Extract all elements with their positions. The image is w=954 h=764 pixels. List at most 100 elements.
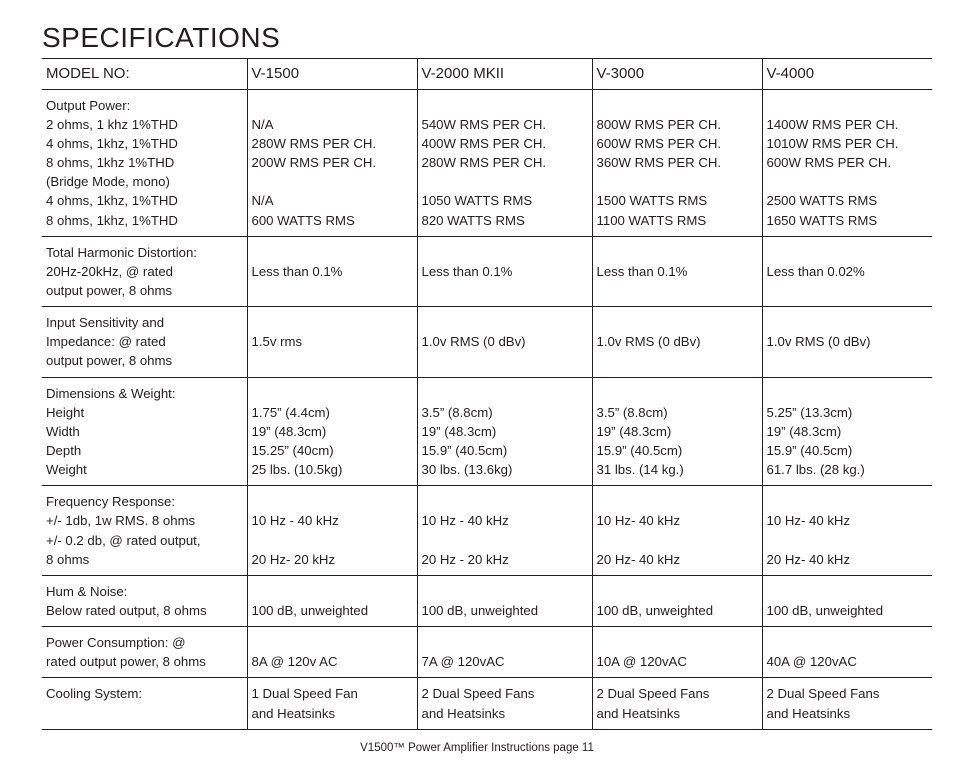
row-value: 20 Hz- 40 kHz: [762, 550, 932, 576]
row-value: [592, 627, 762, 653]
row-value: 15.9” (40.5cm): [592, 441, 762, 460]
row-value: [592, 281, 762, 307]
row-value: [417, 307, 592, 333]
row-value: 1.0v RMS (0 dBv): [417, 332, 592, 351]
row-value: 19” (48.3cm): [592, 422, 762, 441]
row-value: 10 Hz - 40 kHz: [417, 511, 592, 530]
row-value: 8A @ 120v AC: [247, 652, 417, 678]
row-label: Power Consumption: @: [42, 627, 247, 653]
row-label: Width: [42, 422, 247, 441]
row-value: [592, 307, 762, 333]
row-value: 280W RMS PER CH.: [247, 134, 417, 153]
spec-table: MODEL NO: V-1500 V-2000 MKII V-3000 V-40…: [42, 58, 932, 730]
row-value: 3.5” (8.8cm): [592, 403, 762, 422]
table-row: rated output power, 8 ohms8A @ 120v AC7A…: [42, 652, 932, 678]
row-value: 100 dB, unweighted: [247, 601, 417, 627]
table-row: Frequency Response:: [42, 486, 932, 512]
row-value: [247, 172, 417, 191]
row-label: +/- 0.2 db, @ rated output,: [42, 531, 247, 550]
row-value: [417, 89, 592, 115]
row-value: 1 Dual Speed Fan: [247, 678, 417, 704]
row-label: +/- 1db, 1w RMS. 8 ohms: [42, 511, 247, 530]
row-value: 1050 WATTS RMS: [417, 191, 592, 210]
row-value: 400W RMS PER CH.: [417, 134, 592, 153]
row-value: and Heatsinks: [592, 704, 762, 730]
row-label: Hum & Noise:: [42, 575, 247, 601]
page-title: SPECIFICATIONS: [42, 22, 912, 54]
row-value: Less than 0.02%: [762, 262, 932, 281]
row-value: 1500 WATTS RMS: [592, 191, 762, 210]
row-value: Less than 0.1%: [247, 262, 417, 281]
row-label: 20Hz-20kHz, @ rated: [42, 262, 247, 281]
row-value: [417, 575, 592, 601]
row-value: [592, 575, 762, 601]
row-value: 19” (48.3cm): [247, 422, 417, 441]
row-label: rated output power, 8 ohms: [42, 652, 247, 678]
table-row: Total Harmonic Distortion:: [42, 236, 932, 262]
row-value: [417, 236, 592, 262]
table-row: Depth15.25” (40cm)15.9” (40.5cm)15.9” (4…: [42, 441, 932, 460]
row-value: 540W RMS PER CH.: [417, 115, 592, 134]
row-value: 7A @ 120vAC: [417, 652, 592, 678]
row-value: [247, 236, 417, 262]
row-value: [247, 531, 417, 550]
row-value: Less than 0.1%: [592, 262, 762, 281]
table-header-row: MODEL NO: V-1500 V-2000 MKII V-3000 V-40…: [42, 59, 932, 90]
table-row: (Bridge Mode, mono): [42, 172, 932, 191]
row-value: 2500 WATTS RMS: [762, 191, 932, 210]
row-value: [417, 486, 592, 512]
row-value: [762, 531, 932, 550]
row-value: 100 dB, unweighted: [762, 601, 932, 627]
row-value: [592, 486, 762, 512]
row-value: 1.0v RMS (0 dBv): [592, 332, 762, 351]
row-value: 20 Hz- 20 kHz: [247, 550, 417, 576]
row-label: 8 ohms: [42, 550, 247, 576]
row-value: 19” (48.3cm): [762, 422, 932, 441]
row-value: [247, 575, 417, 601]
row-value: 20 Hz- 40 kHz: [592, 550, 762, 576]
row-label: Input Sensitivity and: [42, 307, 247, 333]
table-row: Input Sensitivity and: [42, 307, 932, 333]
row-label: Frequency Response:: [42, 486, 247, 512]
row-value: Less than 0.1%: [417, 262, 592, 281]
row-value: [417, 627, 592, 653]
row-value: 15.9” (40.5cm): [417, 441, 592, 460]
row-label: 4 ohms, 1khz, 1%THD: [42, 134, 247, 153]
row-value: 15.9” (40.5cm): [762, 441, 932, 460]
row-value: 10A @ 120vAC: [592, 652, 762, 678]
row-value: [762, 377, 932, 403]
row-value: [762, 627, 932, 653]
table-row: 8 ohms, 1khz, 1%THD600 WATTS RMS820 WATT…: [42, 211, 932, 237]
row-value: [592, 351, 762, 377]
table-row: Power Consumption: @: [42, 627, 932, 653]
table-row: and Heatsinksand Heatsinksand Heatsinksa…: [42, 704, 932, 730]
row-value: N/A: [247, 115, 417, 134]
row-value: 61.7 lbs. (28 kg.): [762, 460, 932, 486]
row-value: [417, 172, 592, 191]
header-model-3: V-4000: [762, 59, 932, 90]
row-label: output power, 8 ohms: [42, 281, 247, 307]
table-row: 8 ohms, 1khz 1%THD200W RMS PER CH.280W R…: [42, 153, 932, 172]
row-value: [247, 377, 417, 403]
header-label: MODEL NO:: [42, 59, 247, 90]
row-value: 15.25” (40cm): [247, 441, 417, 460]
table-row: Width19” (48.3cm)19” (48.3cm)19” (48.3cm…: [42, 422, 932, 441]
table-row: 4 ohms, 1khz, 1%THDN/A1050 WATTS RMS1500…: [42, 191, 932, 210]
row-label: 8 ohms, 1khz, 1%THD: [42, 211, 247, 237]
row-value: and Heatsinks: [762, 704, 932, 730]
row-label: 4 ohms, 1khz, 1%THD: [42, 191, 247, 210]
row-value: 1400W RMS PER CH.: [762, 115, 932, 134]
table-row: +/- 1db, 1w RMS. 8 ohms10 Hz - 40 kHz10 …: [42, 511, 932, 530]
table-row: Below rated output, 8 ohms100 dB, unweig…: [42, 601, 932, 627]
row-value: [762, 486, 932, 512]
row-value: 1.75” (4.4cm): [247, 403, 417, 422]
row-label: Weight: [42, 460, 247, 486]
row-label: 8 ohms, 1khz 1%THD: [42, 153, 247, 172]
row-value: [592, 236, 762, 262]
row-value: 20 Hz - 20 kHz: [417, 550, 592, 576]
table-row: Impedance: @ rated1.5v rms1.0v RMS (0 dB…: [42, 332, 932, 351]
row-value: [762, 89, 932, 115]
row-label: Depth: [42, 441, 247, 460]
row-label: Output Power:: [42, 89, 247, 115]
row-label: Below rated output, 8 ohms: [42, 601, 247, 627]
